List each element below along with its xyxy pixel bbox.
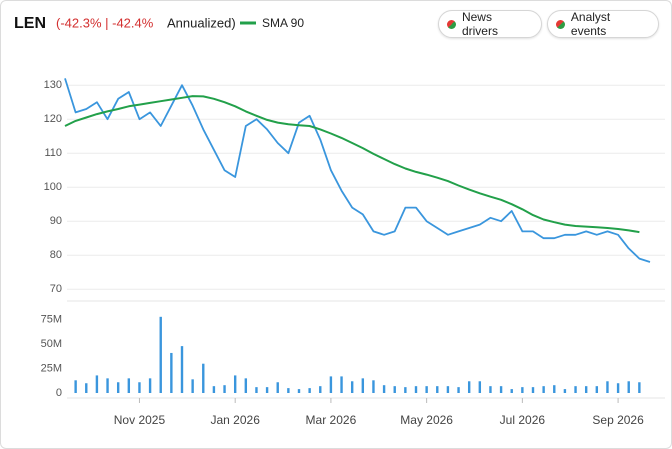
button-label: News drivers — [461, 10, 498, 38]
icon — [556, 19, 565, 29]
news-drivers-button[interactable]: News drivers — [438, 10, 542, 38]
button-label: Analyst events — [570, 10, 611, 38]
analyst-events-button[interactable]: Analyst events — [547, 10, 659, 38]
icon — [447, 19, 456, 29]
